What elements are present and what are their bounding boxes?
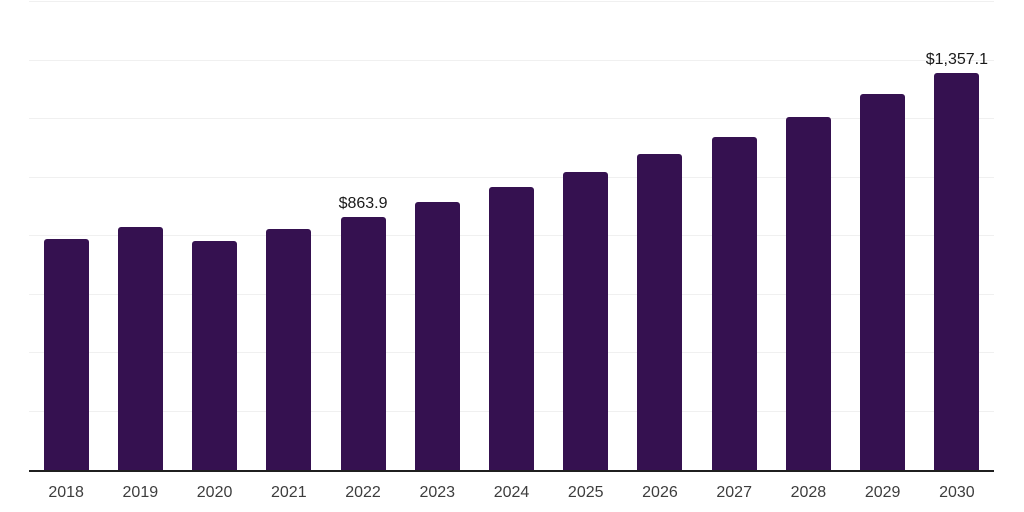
gridline-1200	[29, 118, 994, 119]
x-axis-line	[29, 470, 994, 472]
x-axis-label-2021: 2021	[271, 484, 307, 501]
x-axis-label-2019: 2019	[122, 484, 159, 501]
x-axis-label-2027: 2027	[716, 484, 752, 501]
data-label-2022: $863.9	[338, 195, 388, 213]
bar-2023	[414, 202, 460, 470]
bar-2026	[637, 153, 683, 470]
x-axis-label-2026: 2026	[642, 484, 678, 501]
bar-2027	[711, 136, 757, 470]
x-axis-label-2030: 2030	[939, 484, 975, 501]
x-axis-label-2028: 2028	[790, 484, 827, 501]
bar-2029	[860, 93, 906, 470]
x-axis-label-2029: 2029	[864, 484, 901, 501]
bar-2020	[192, 241, 238, 470]
x-axis-label-2022: 2022	[345, 484, 381, 501]
bar-2019	[117, 227, 163, 470]
x-axis-label-2020: 2020	[196, 484, 233, 501]
x-axis-label-2024: 2024	[493, 484, 530, 501]
bar-2025	[563, 171, 609, 470]
bar-2022	[340, 217, 386, 470]
gridline-1000	[29, 177, 994, 178]
x-axis-label-2025: 2025	[567, 484, 604, 501]
bar-2028	[785, 116, 831, 470]
x-axis-label-2023: 2023	[419, 484, 456, 501]
bar-2030	[934, 73, 980, 470]
gridline-1400	[29, 60, 994, 61]
bar-2021	[266, 229, 312, 470]
bar-2018	[43, 239, 89, 470]
x-axis-label-2018: 2018	[48, 484, 84, 501]
bar-2024	[489, 187, 534, 470]
gridline-1600	[29, 1, 994, 2]
data-label-2030: $1,357.1	[925, 51, 989, 69]
